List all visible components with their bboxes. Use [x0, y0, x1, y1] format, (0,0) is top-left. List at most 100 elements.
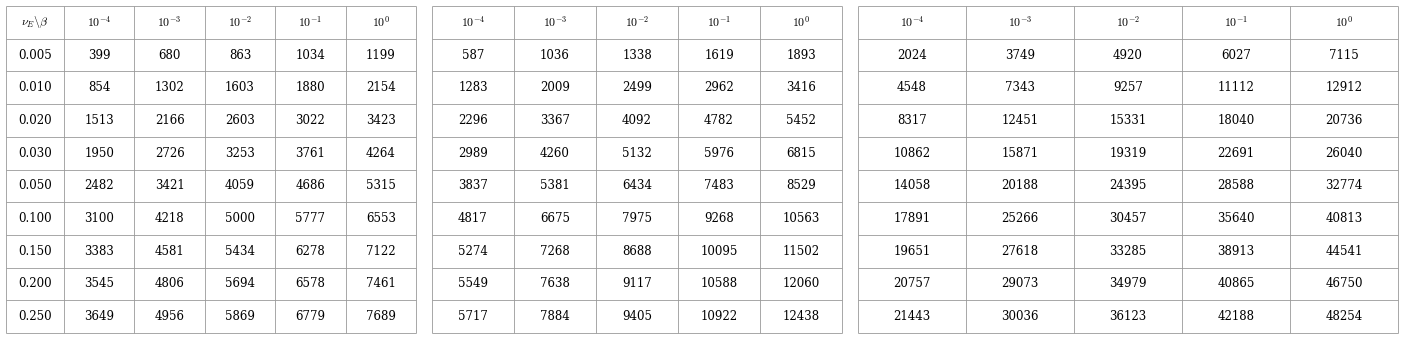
Text: 0.150: 0.150	[18, 245, 52, 258]
Text: 8529: 8529	[786, 179, 816, 192]
Text: 29073: 29073	[1001, 277, 1039, 291]
Text: 3649: 3649	[84, 310, 114, 323]
Text: 9117: 9117	[622, 277, 651, 291]
Text: 1338: 1338	[622, 48, 651, 62]
Text: 10922: 10922	[701, 310, 737, 323]
Text: 7975: 7975	[622, 212, 651, 225]
Text: 680: 680	[159, 48, 181, 62]
Text: 40865: 40865	[1217, 277, 1255, 291]
Text: 1036: 1036	[541, 48, 570, 62]
Text: 1619: 1619	[705, 48, 734, 62]
Text: 44541: 44541	[1325, 245, 1363, 258]
Text: 4782: 4782	[705, 114, 734, 127]
Text: 6815: 6815	[786, 147, 816, 160]
Text: 48254: 48254	[1325, 310, 1363, 323]
Text: 3100: 3100	[84, 212, 114, 225]
Text: 7122: 7122	[366, 245, 396, 258]
Text: 11502: 11502	[782, 245, 820, 258]
Text: 0.030: 0.030	[18, 147, 52, 160]
Text: 5000: 5000	[225, 212, 256, 225]
Text: 33285: 33285	[1109, 245, 1147, 258]
Text: 8688: 8688	[622, 245, 651, 258]
Text: 9405: 9405	[622, 310, 651, 323]
Text: 2296: 2296	[458, 114, 487, 127]
Text: $10^{-3}$: $10^{-3}$	[157, 15, 183, 30]
Text: 0.100: 0.100	[18, 212, 52, 225]
Text: 587: 587	[462, 48, 484, 62]
Text: 24395: 24395	[1109, 179, 1147, 192]
Text: $\nu_E\backslash\beta$: $\nu_E\backslash\beta$	[21, 14, 49, 31]
Text: 2024: 2024	[897, 48, 927, 62]
Text: 2989: 2989	[458, 147, 487, 160]
Text: 0.250: 0.250	[18, 310, 52, 323]
Text: $10^{-4}$: $10^{-4}$	[87, 15, 111, 30]
Text: 12060: 12060	[782, 277, 820, 291]
Text: 1893: 1893	[786, 48, 816, 62]
Text: $10^{-2}$: $10^{-2}$	[227, 15, 253, 30]
Text: $10^{0}$: $10^{0}$	[372, 15, 390, 30]
Text: 4059: 4059	[225, 179, 256, 192]
Text: 7461: 7461	[366, 277, 396, 291]
Text: $10^{-4}$: $10^{-4}$	[900, 15, 924, 30]
Text: $10^{-3}$: $10^{-3}$	[543, 15, 567, 30]
Text: 14058: 14058	[893, 179, 931, 192]
Text: 0.050: 0.050	[18, 179, 52, 192]
Text: 6553: 6553	[366, 212, 396, 225]
Text: 10862: 10862	[893, 147, 931, 160]
Text: 30457: 30457	[1109, 212, 1147, 225]
Text: 4920: 4920	[1113, 48, 1143, 62]
Text: 2726: 2726	[154, 147, 184, 160]
Text: $10^{-2}$: $10^{-2}$	[625, 15, 649, 30]
Text: $10^{0}$: $10^{0}$	[792, 15, 810, 30]
Text: 3761: 3761	[295, 147, 326, 160]
Text: 46750: 46750	[1325, 277, 1363, 291]
Text: 7115: 7115	[1330, 48, 1359, 62]
Text: 5717: 5717	[458, 310, 489, 323]
Text: 1302: 1302	[154, 81, 184, 94]
Text: 10563: 10563	[782, 212, 820, 225]
Text: 7689: 7689	[366, 310, 396, 323]
Text: 30036: 30036	[1001, 310, 1039, 323]
Text: 2482: 2482	[84, 179, 114, 192]
Text: 5452: 5452	[786, 114, 816, 127]
Text: 1199: 1199	[366, 48, 396, 62]
Text: 3749: 3749	[1005, 48, 1035, 62]
Text: 28588: 28588	[1217, 179, 1255, 192]
Text: 4218: 4218	[154, 212, 184, 225]
Text: $10^{-1}$: $10^{-1}$	[1224, 15, 1248, 30]
Text: 11112: 11112	[1217, 81, 1254, 94]
Text: 0.200: 0.200	[18, 277, 52, 291]
Text: $10^{-4}$: $10^{-4}$	[461, 15, 486, 30]
Text: 34979: 34979	[1109, 277, 1147, 291]
Text: 25266: 25266	[1001, 212, 1039, 225]
Text: 7268: 7268	[541, 245, 570, 258]
Text: 1034: 1034	[295, 48, 326, 62]
Text: 4092: 4092	[622, 114, 651, 127]
Text: 18040: 18040	[1217, 114, 1255, 127]
Text: 27618: 27618	[1001, 245, 1039, 258]
Text: 5549: 5549	[458, 277, 489, 291]
Text: $10^{0}$: $10^{0}$	[1335, 15, 1353, 30]
Text: 22691: 22691	[1217, 147, 1255, 160]
Text: 2154: 2154	[366, 81, 396, 94]
Text: 6434: 6434	[622, 179, 651, 192]
Text: $10^{-2}$: $10^{-2}$	[1116, 15, 1140, 30]
Text: 2009: 2009	[541, 81, 570, 94]
Text: 5315: 5315	[366, 179, 396, 192]
Text: 20757: 20757	[893, 277, 931, 291]
Text: 26040: 26040	[1325, 147, 1363, 160]
Text: 3367: 3367	[541, 114, 570, 127]
Text: 4956: 4956	[154, 310, 184, 323]
Text: 3416: 3416	[786, 81, 816, 94]
Text: 3022: 3022	[295, 114, 326, 127]
Text: 7638: 7638	[541, 277, 570, 291]
Text: 7483: 7483	[703, 179, 734, 192]
Text: $10^{-1}$: $10^{-1}$	[706, 15, 731, 30]
Text: 2962: 2962	[705, 81, 734, 94]
Text: 32774: 32774	[1325, 179, 1363, 192]
Text: 4264: 4264	[366, 147, 396, 160]
Text: 42188: 42188	[1217, 310, 1255, 323]
Text: 3253: 3253	[225, 147, 256, 160]
Text: 3837: 3837	[458, 179, 489, 192]
Text: 5274: 5274	[458, 245, 489, 258]
